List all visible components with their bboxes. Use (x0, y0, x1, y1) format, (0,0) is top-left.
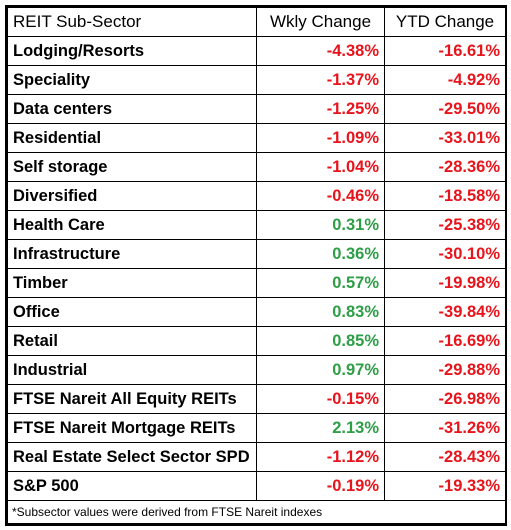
table-row: Real Estate Select Sector SPD -1.12% -28.4… (7, 442, 506, 472)
sub-sector-name: S&P 500 (7, 471, 257, 501)
ytd-change-value: -30.10% (384, 239, 506, 269)
ytd-change-value: -29.50% (384, 94, 506, 124)
sub-sector-name: Self storage (7, 152, 257, 182)
column-header-sub-sector: REIT Sub-Sector (7, 7, 257, 37)
header-row: REIT Sub-Sector Wkly Change YTD Change (7, 7, 506, 37)
weekly-change-value: 0.97% (256, 355, 385, 385)
ytd-change-value: -28.43% (384, 442, 506, 472)
column-header-ytd-change: YTD Change (384, 7, 506, 37)
footnote-row: *Subsector values were derived from FTSE… (7, 500, 506, 524)
sub-sector-name: Lodging/Resorts (7, 36, 257, 66)
ytd-change-value: -19.33% (384, 471, 506, 501)
ytd-change-value: -19.98% (384, 268, 506, 298)
table-row: Infrastructure 0.36% -30.10% (7, 239, 506, 269)
sub-sector-name: FTSE Nareit All Equity REITs (7, 384, 257, 414)
sub-sector-name: Data centers (7, 94, 257, 124)
weekly-change-value: -0.19% (256, 471, 385, 501)
sub-sector-name: Infrastructure (7, 239, 257, 269)
column-header-weekly-change: Wkly Change (256, 7, 385, 37)
weekly-change-value: 0.36% (256, 239, 385, 269)
table-row: FTSE Nareit All Equity REITs -0.15% -26.98… (7, 384, 506, 414)
weekly-change-value: 0.57% (256, 268, 385, 298)
table-row: Self storage -1.04% -28.36% (7, 152, 506, 182)
weekly-change-value: 0.83% (256, 297, 385, 327)
ytd-change-value: -29.88% (384, 355, 506, 385)
weekly-change-value: -0.46% (256, 181, 385, 211)
weekly-change-value: 0.31% (256, 210, 385, 240)
weekly-change-value: -1.37% (256, 65, 385, 95)
table-row: Data centers -1.25% -29.50% (7, 94, 506, 124)
ytd-change-value: -16.61% (384, 36, 506, 66)
sub-sector-name: Timber (7, 268, 257, 298)
ytd-change-value: -28.36% (384, 152, 506, 182)
sub-sector-name: Speciality (7, 65, 257, 95)
table-row: Lodging/Resorts -4.38% -16.61% (7, 36, 506, 66)
table-row: Retail 0.85% -16.69% (7, 326, 506, 356)
sub-sector-name: Office (7, 297, 257, 327)
weekly-change-value: -1.25% (256, 94, 385, 124)
sub-sector-name: Diversified (7, 181, 257, 211)
ytd-change-value: -18.58% (384, 181, 506, 211)
sub-sector-name: Real Estate Select Sector SPD (7, 442, 257, 472)
ytd-change-value: -39.84% (384, 297, 506, 327)
ytd-change-value: -31.26% (384, 413, 506, 443)
table-row: Timber 0.57% -19.98% (7, 268, 506, 298)
weekly-change-value: -1.09% (256, 123, 385, 153)
table-row: Diversified -0.46% -18.58% (7, 181, 506, 211)
sub-sector-name: Residential (7, 123, 257, 153)
table-body: Lodging/Resorts -4.38% -16.61% Speciality -1… (7, 36, 506, 501)
ytd-change-value: -4.92% (384, 65, 506, 95)
sub-sector-name: Industrial (7, 355, 257, 385)
weekly-change-value: 2.13% (256, 413, 385, 443)
table-row: Speciality -1.37% -4.92% (7, 65, 506, 95)
table-row: FTSE Nareit Mortgage REITs 2.13% -31.26% (7, 413, 506, 443)
ytd-change-value: -16.69% (384, 326, 506, 356)
footnote: *Subsector values were derived from FTSE… (7, 500, 506, 524)
sub-sector-name: FTSE Nareit Mortgage REITs (7, 413, 257, 443)
weekly-change-value: -1.04% (256, 152, 385, 182)
ytd-change-value: -33.01% (384, 123, 506, 153)
table-row: Office 0.83% -39.84% (7, 297, 506, 327)
table-row: S&P 500 -0.19% -19.33% (7, 471, 506, 501)
sub-sector-name: Retail (7, 326, 257, 356)
ytd-change-value: -25.38% (384, 210, 506, 240)
table-row: Industrial 0.97% -29.88% (7, 355, 506, 385)
sub-sector-name: Health Care (7, 210, 257, 240)
table-row: Health Care 0.31% -25.38% (7, 210, 506, 240)
weekly-change-value: -1.12% (256, 442, 385, 472)
ytd-change-value: -26.98% (384, 384, 506, 414)
weekly-change-value: -4.38% (256, 36, 385, 66)
table-row: Residential -1.09% -33.01% (7, 123, 506, 153)
weekly-change-value: -0.15% (256, 384, 385, 414)
reit-performance-table: REIT Sub-Sector Wkly Change YTD Change L… (5, 5, 507, 526)
weekly-change-value: 0.85% (256, 326, 385, 356)
data-table: REIT Sub-Sector Wkly Change YTD Change L… (7, 7, 506, 524)
